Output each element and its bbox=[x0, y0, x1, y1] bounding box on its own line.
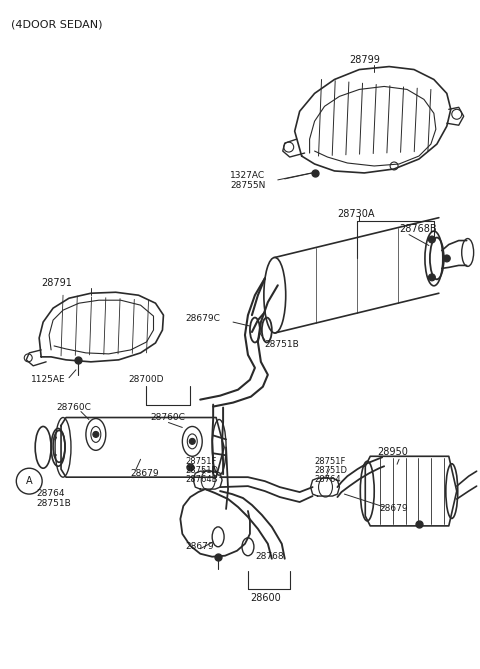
Text: 28751F: 28751F bbox=[314, 457, 346, 466]
Circle shape bbox=[93, 432, 99, 438]
Text: 28679C: 28679C bbox=[185, 314, 220, 322]
Text: 28764B: 28764B bbox=[185, 475, 218, 484]
Text: 1327AC: 1327AC bbox=[230, 171, 265, 181]
Circle shape bbox=[429, 236, 435, 243]
Text: (4DOOR SEDAN): (4DOOR SEDAN) bbox=[12, 20, 103, 30]
Circle shape bbox=[429, 274, 435, 281]
Text: 28679: 28679 bbox=[131, 469, 159, 478]
Text: 28700D: 28700D bbox=[129, 375, 164, 384]
Text: 28760C: 28760C bbox=[151, 413, 185, 422]
Text: 28755N: 28755N bbox=[230, 181, 265, 191]
Text: 28679: 28679 bbox=[185, 543, 214, 551]
Text: A: A bbox=[26, 476, 33, 486]
Text: 28679: 28679 bbox=[379, 504, 408, 514]
Text: 28751D: 28751D bbox=[185, 466, 218, 475]
Circle shape bbox=[189, 438, 195, 444]
Text: 28791: 28791 bbox=[41, 278, 72, 288]
Text: 28751B: 28751B bbox=[265, 341, 300, 349]
Text: 1125AE: 1125AE bbox=[31, 375, 66, 384]
Text: 28768: 28768 bbox=[255, 552, 284, 561]
Text: 28730A: 28730A bbox=[337, 209, 375, 219]
Text: 28600: 28600 bbox=[250, 593, 281, 603]
Text: 28950: 28950 bbox=[377, 448, 408, 458]
Text: 28764: 28764 bbox=[36, 488, 65, 498]
Text: 28760C: 28760C bbox=[56, 403, 91, 412]
Text: 28751B: 28751B bbox=[36, 498, 71, 508]
Circle shape bbox=[444, 255, 450, 262]
Text: 28751D: 28751D bbox=[314, 466, 348, 475]
Text: 28751F: 28751F bbox=[185, 457, 216, 466]
Text: 28799: 28799 bbox=[349, 55, 380, 65]
Text: 28764: 28764 bbox=[314, 475, 341, 484]
Text: 28768B: 28768B bbox=[399, 223, 437, 233]
